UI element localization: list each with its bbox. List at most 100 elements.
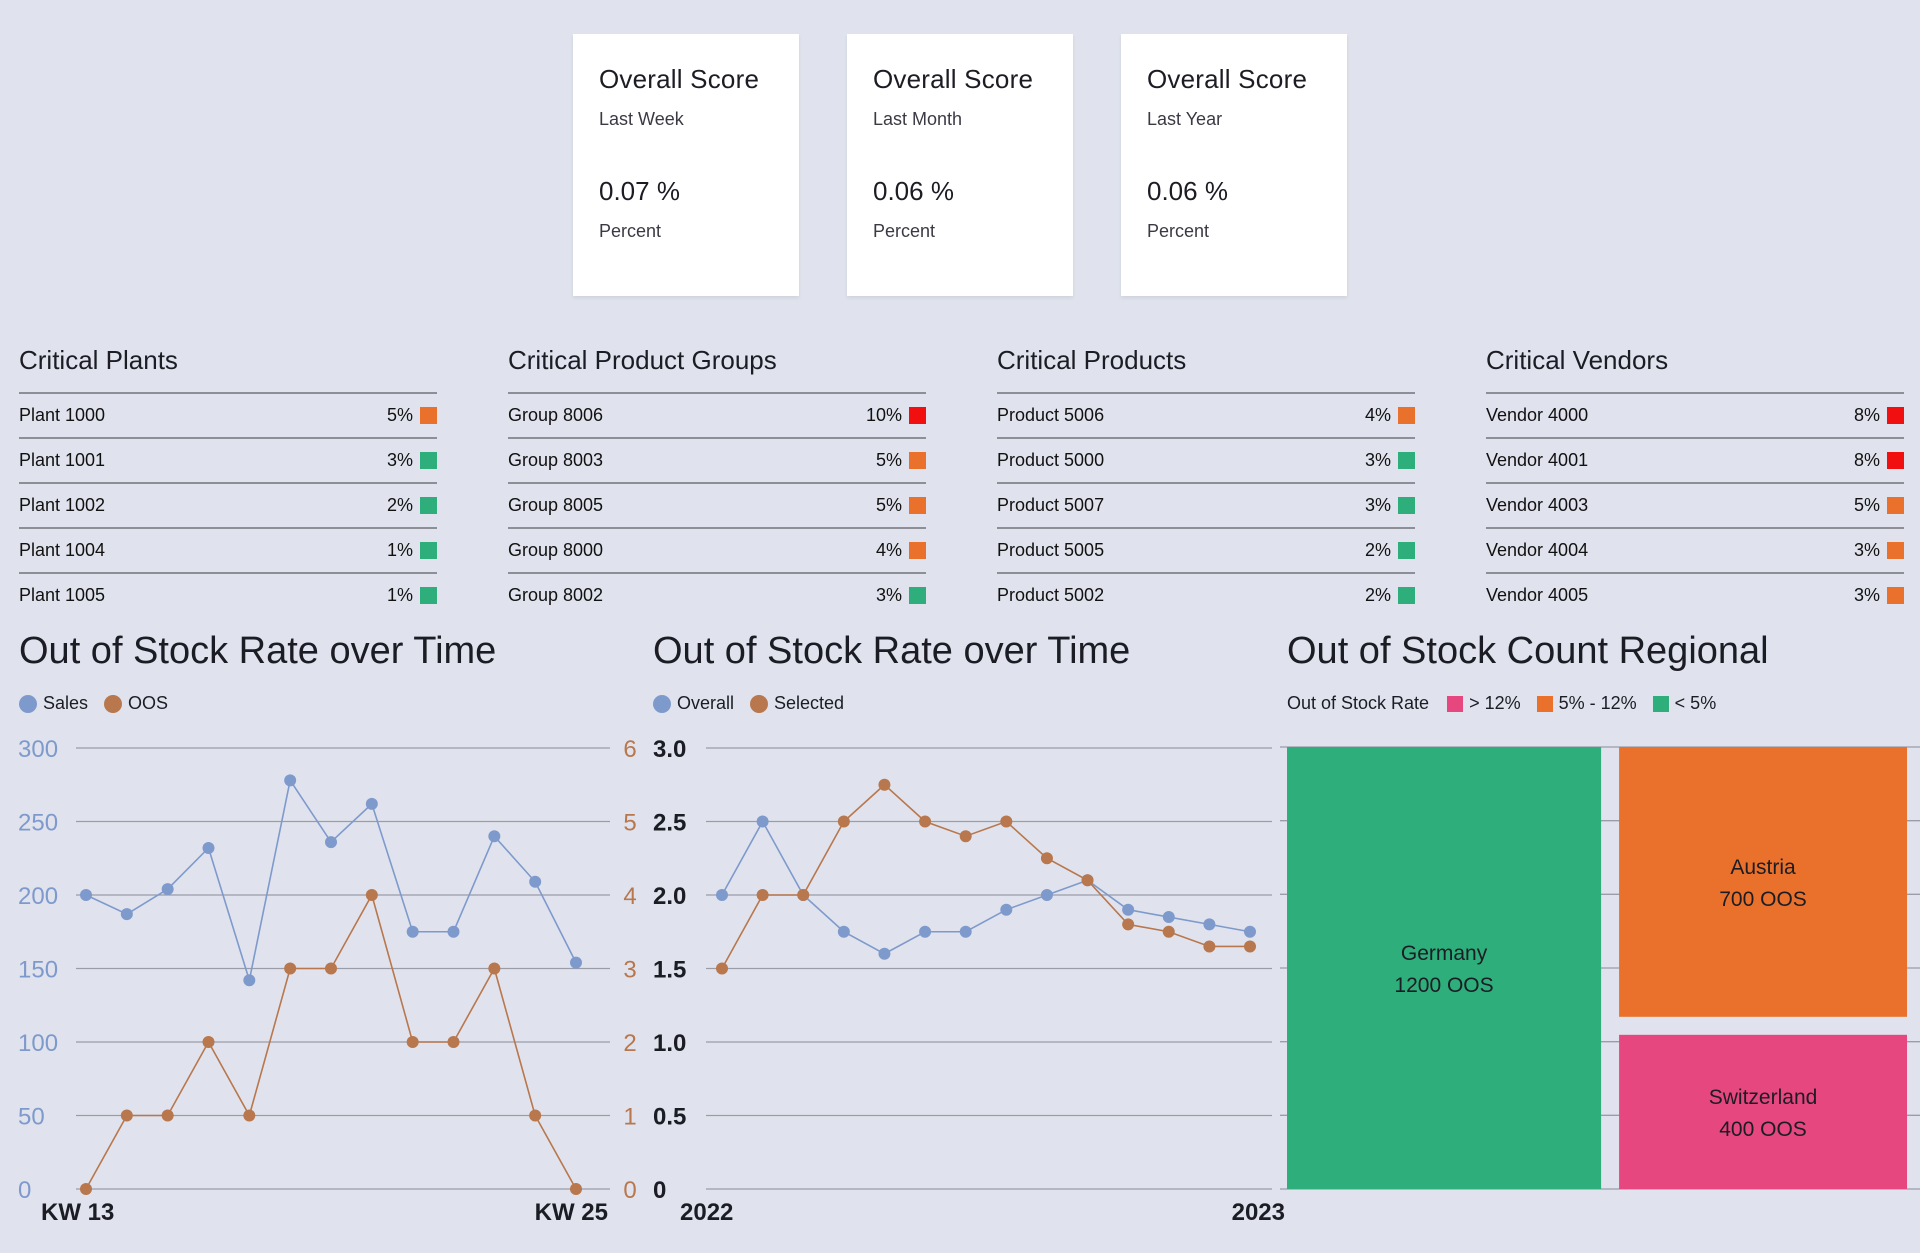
row-value-group: 8% (1854, 405, 1904, 426)
list-row: Product 5006 4% (997, 392, 1415, 437)
y-tick-label-right: 0 (623, 1177, 636, 1204)
data-point (1040, 852, 1053, 865)
treemap-tile-austria (1619, 747, 1907, 1017)
list-row: Product 5002 2% (997, 572, 1415, 617)
legend-item-high: > 12% (1447, 693, 1521, 714)
list-row: Plant 1001 3% (19, 437, 437, 482)
list-row: Vendor 4003 5% (1486, 482, 1904, 527)
data-point (80, 889, 92, 901)
legend-label: > 12% (1469, 693, 1521, 713)
chart3-legend: Out of Stock Rate > 12% 5% - 12% < 5% (1287, 693, 1732, 714)
series-line-selected (721, 783, 1250, 969)
data-point (878, 778, 891, 791)
legend-item-mid: 5% - 12% (1536, 693, 1637, 714)
y-tick-label: 2.5 (653, 810, 686, 837)
status-indicator (909, 497, 926, 514)
card-title: Overall Score (873, 64, 1034, 94)
list-row: Plant 1004 1% (19, 527, 437, 572)
list-row: Group 8006 10% (508, 392, 926, 437)
data-point (406, 1036, 419, 1048)
row-value: 8% (1853, 450, 1880, 470)
legend-label: Sales (43, 693, 89, 713)
chart1-svg: 0 50 100 150 200 250 300 0 1 2 3 4 5 6 KW 13 KW 25 (18, 736, 637, 1226)
row-value: 5% (875, 495, 902, 515)
legend-item-oos: OOS (104, 693, 168, 714)
data-point (1244, 925, 1256, 938)
row-name: Product 5006 (997, 405, 1105, 425)
data-point (120, 1109, 133, 1122)
list-row: Group 8003 5% (508, 437, 926, 482)
list-row: Group 8005 5% (508, 482, 926, 527)
row-value-group: 4% (1365, 405, 1415, 426)
score-card-month: Overall Score Last Month 0.06 % Percent (847, 34, 1073, 296)
legend-swatch (1447, 695, 1464, 712)
list-row: Plant 1002 2% (19, 482, 437, 527)
status-indicator (1887, 407, 1904, 424)
data-point (716, 889, 728, 901)
status-indicator (909, 542, 926, 559)
list-title: Critical Product Groups (508, 345, 777, 375)
list-row: Plant 1000 5% (19, 392, 437, 437)
x-tick-label: 2023 (1232, 1199, 1285, 1226)
list-rows: Product 5006 4% Product 5000 3% Product 5007… (997, 392, 1415, 617)
chart3-title: Out of Stock Count Regional (1287, 630, 1769, 672)
y-tick-label-left: 200 (18, 883, 58, 910)
data-point (959, 830, 972, 843)
row-value-group: 3% (387, 450, 437, 471)
y-tick-label-left: 300 (18, 736, 58, 763)
tile-name: Austria (1730, 856, 1796, 879)
data-point (837, 815, 850, 828)
data-point (202, 1036, 215, 1048)
y-tick-label: 1.5 (653, 957, 686, 984)
row-name: Vendor 4003 (1486, 495, 1589, 515)
row-value-group: 5% (876, 450, 926, 471)
row-name: Product 5002 (997, 585, 1105, 605)
row-name: Vendor 4004 (1486, 540, 1589, 560)
data-point (1203, 940, 1216, 953)
data-point (1081, 874, 1094, 887)
data-point (878, 947, 891, 960)
legend-item-low: < 5% (1652, 693, 1716, 714)
data-point (447, 925, 460, 938)
data-point (529, 875, 542, 888)
list-rows: Group 8006 10% Group 8003 5% Group 8005 5% Gro… (508, 392, 926, 617)
data-point (529, 1109, 542, 1122)
x-tick-label: 2022 (680, 1199, 733, 1226)
status-indicator (420, 407, 437, 424)
row-name: Vendor 4001 (1486, 450, 1589, 470)
row-value-group: 2% (1365, 540, 1415, 561)
data-point (365, 889, 378, 901)
legend-label: OOS (128, 693, 169, 713)
legend-swatch (1536, 695, 1553, 712)
row-name: Product 5005 (997, 540, 1105, 560)
data-point (243, 974, 256, 987)
status-indicator (1398, 587, 1415, 604)
y-tick-label: 1.0 (653, 1030, 686, 1057)
data-point (756, 815, 769, 828)
row-value-group: 3% (1365, 495, 1415, 516)
row-name: Group 8002 (508, 585, 604, 605)
treemap-svg: Germany 1200 OOS Austria 700 OOS Switzerland… (1280, 746, 1920, 1190)
status-indicator (1887, 452, 1904, 469)
score-card-year: Overall Score Last Year 0.06 % Percent (1121, 34, 1347, 296)
row-name: Plant 1004 (19, 540, 106, 560)
status-indicator (1887, 542, 1904, 559)
critical-products-list: Critical Products Product 5006 4% Product … (997, 340, 1415, 617)
list-row: Vendor 4005 3% (1486, 572, 1904, 617)
row-value-group: 3% (1854, 585, 1904, 606)
list-row: Product 5007 3% (997, 482, 1415, 527)
tile-value: 700 OOS (1719, 888, 1807, 911)
data-point (837, 925, 850, 938)
row-value-group: 10% (866, 405, 926, 426)
row-name: Group 8003 (508, 450, 604, 470)
card-unit: Percent (1147, 221, 1210, 241)
row-name: Vendor 4000 (1486, 405, 1589, 425)
y-tick-label: 3.0 (653, 736, 686, 763)
row-name: Product 5007 (997, 495, 1105, 515)
y-tick-label-right: 6 (623, 736, 636, 763)
row-value: 10% (865, 405, 902, 425)
row-name: Group 8006 (508, 405, 604, 425)
legend-dot (750, 694, 769, 713)
status-indicator (420, 452, 437, 469)
row-name: Plant 1005 (19, 585, 106, 605)
